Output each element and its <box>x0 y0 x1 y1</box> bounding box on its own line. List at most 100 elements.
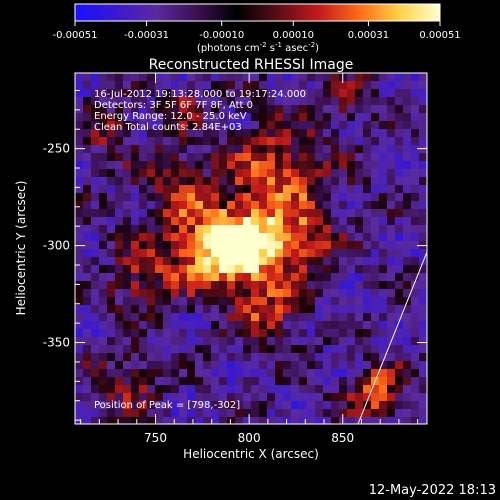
image-pixel <box>203 289 211 297</box>
image-pixel <box>251 409 259 417</box>
image-pixel <box>139 121 147 129</box>
image-pixel <box>291 217 299 225</box>
image-pixel <box>187 313 195 321</box>
image-pixel <box>323 321 331 329</box>
image-pixel <box>83 145 91 153</box>
image-pixel <box>275 121 283 129</box>
image-pixel <box>139 177 147 185</box>
image-pixel <box>331 265 339 273</box>
image-pixel <box>307 169 315 177</box>
image-pixel <box>75 321 83 329</box>
image-pixel <box>259 225 267 233</box>
image-pixel <box>179 249 187 257</box>
image-pixel <box>395 193 403 201</box>
image-pixel <box>91 345 99 353</box>
image-pixel <box>139 233 147 241</box>
image-pixel <box>115 401 123 409</box>
image-pixel <box>107 105 115 113</box>
image-pixel <box>211 273 219 281</box>
image-pixel <box>403 217 411 225</box>
image-pixel <box>355 297 363 305</box>
image-pixel <box>355 265 363 273</box>
image-pixel <box>107 137 115 145</box>
image-pixel <box>355 97 363 105</box>
image-pixel <box>91 401 99 409</box>
image-pixel <box>363 89 371 97</box>
image-pixel <box>275 313 283 321</box>
image-pixel <box>403 185 411 193</box>
image-pixel <box>131 241 139 249</box>
image-pixel <box>147 257 155 265</box>
image-pixel <box>243 161 251 169</box>
image-pixel <box>131 305 139 313</box>
image-pixel <box>187 249 195 257</box>
image-pixel <box>275 225 283 233</box>
image-pixel <box>195 209 203 217</box>
image-pixel <box>219 417 227 424</box>
image-pixel <box>155 105 163 113</box>
image-pixel <box>203 369 211 377</box>
image-pixel <box>339 281 347 289</box>
image-pixel <box>115 209 123 217</box>
image-pixel <box>219 305 227 313</box>
image-pixel <box>403 409 411 417</box>
image-pixel <box>243 233 251 241</box>
image-pixel <box>283 249 291 257</box>
image-pixel <box>259 249 267 257</box>
image-pixel <box>347 177 355 185</box>
image-pixel <box>379 233 387 241</box>
image-pixel <box>283 89 291 97</box>
image-pixel <box>363 265 371 273</box>
image-pixel <box>243 105 251 113</box>
image-pixel <box>259 193 267 201</box>
image-pixel <box>115 185 123 193</box>
image-pixel <box>251 113 259 121</box>
image-pixel <box>243 145 251 153</box>
image-pixel <box>115 73 123 81</box>
image-pixel <box>251 73 259 81</box>
image-pixel <box>83 361 91 369</box>
image-pixel <box>195 401 203 409</box>
image-pixel <box>379 193 387 201</box>
image-pixel <box>243 265 251 273</box>
image-pixel <box>107 393 115 401</box>
y-axis-label: Heliocentric Y (arcsec) <box>14 181 28 316</box>
image-pixel <box>379 305 387 313</box>
image-pixel <box>203 161 211 169</box>
image-pixel <box>203 73 211 81</box>
image-pixel <box>227 297 235 305</box>
image-pixel <box>323 97 331 105</box>
image-pixel <box>139 257 147 265</box>
image-pixel <box>339 217 347 225</box>
image-pixel <box>275 289 283 297</box>
image-pixel <box>339 329 347 337</box>
image-pixel <box>163 121 171 129</box>
image-pixel <box>323 281 331 289</box>
image-pixel <box>267 233 275 241</box>
image-pixel <box>283 321 291 329</box>
image-pixel <box>291 297 299 305</box>
image-pixel <box>75 401 83 409</box>
image-pixel <box>235 113 243 121</box>
image-pixel <box>179 393 187 401</box>
image-pixel <box>83 225 91 233</box>
image-pixel <box>307 185 315 193</box>
image-pixel <box>275 193 283 201</box>
image-pixel <box>363 177 371 185</box>
image-pixel <box>83 233 91 241</box>
image-pixel <box>139 369 147 377</box>
image-pixel <box>275 281 283 289</box>
image-pixels <box>75 73 427 424</box>
image-pixel <box>355 217 363 225</box>
image-pixel <box>275 353 283 361</box>
image-pixel <box>395 153 403 161</box>
image-pixel <box>179 217 187 225</box>
image-pixel <box>115 273 123 281</box>
image-pixel <box>139 145 147 153</box>
image-pixel <box>307 177 315 185</box>
image-pixel <box>331 377 339 385</box>
image-pixel <box>275 145 283 153</box>
image-pixel <box>379 417 387 424</box>
image-pixel <box>123 361 131 369</box>
image-pixel <box>267 209 275 217</box>
